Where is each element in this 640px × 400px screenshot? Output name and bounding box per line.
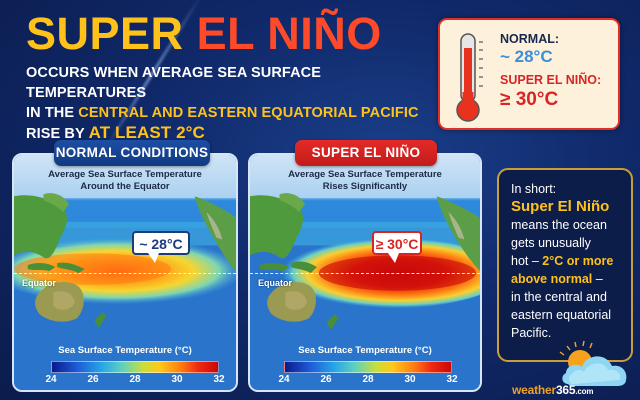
super-el-nino-map-panel: Average Sea Surface Temperature Rises Si…: [248, 153, 482, 392]
subtitle-line-1: OCCURS WHEN AVERAGE SEA SURFACE TEMPERAT…: [26, 65, 322, 101]
equator-label: Equator: [22, 278, 57, 288]
color-scale-bar: [51, 361, 219, 373]
sun-cloud-icon: [559, 340, 627, 386]
temperature-legend-box: NORMAL: ~ 28°C SUPER EL NIÑO: ≥ 30°C: [438, 18, 620, 130]
thermometer-icon: [456, 33, 483, 122]
title-super: SUPER: [26, 8, 184, 59]
weather365-logo-text: weather365.com: [512, 383, 594, 397]
color-scale-title: Sea Surface Temperature (°C): [58, 345, 192, 356]
pacific-sst-map-super-el-nino: [250, 155, 480, 390]
equator-line: [14, 273, 236, 274]
color-scale-ticks: 24 26 28 30 32: [45, 374, 225, 385]
normal-conditions-map-panel: Average Sea Surface Temperature Around t…: [12, 153, 238, 392]
map-caption: Average Sea Surface Temperature Rises Si…: [288, 169, 442, 192]
subtitle-line-2: IN THE CENTRAL AND EASTERN EQUATORIAL PA…: [26, 105, 419, 121]
normal-conditions-tab: NORMAL CONDITIONS: [54, 140, 210, 166]
info-term: Super El Niño: [511, 198, 610, 215]
summary-info-box: In short: Super El Niño means the ocean …: [497, 168, 633, 362]
color-scale-ticks: 24 26 28 30 32: [278, 374, 458, 385]
super-el-nino-label: SUPER EL NIÑO:: [500, 73, 602, 87]
normal-label: NORMAL:: [500, 32, 560, 46]
temperature-callout: ~ 28°C: [132, 231, 190, 263]
map-caption: Average Sea Surface Temperature Around t…: [48, 169, 202, 192]
page-title: SUPER EL NIÑO: [26, 8, 382, 60]
page-subtitle: OCCURS WHEN AVERAGE SEA SURFACE TEMPERAT…: [26, 63, 426, 144]
title-el-nino: EL NIÑO: [196, 8, 382, 59]
info-intro: In short:: [511, 182, 557, 196]
subtitle-threshold-highlight: AT LEAST 2°C: [88, 123, 205, 142]
subtitle-line-3: RISE BY AT LEAST 2°C: [26, 123, 205, 142]
pacific-sst-map-normal: [14, 155, 236, 390]
equator-label: Equator: [258, 278, 293, 288]
equator-line: [250, 273, 480, 274]
normal-value: ~ 28°C: [500, 47, 553, 66]
subtitle-region-highlight: CENTRAL AND EASTERN EQUATORIAL PACIFIC: [78, 105, 419, 121]
temperature-callout: ≥ 30°C: [372, 231, 422, 263]
super-el-nino-tab: SUPER EL NIÑO: [295, 140, 437, 166]
color-scale-title: Sea Surface Temperature (°C): [298, 345, 432, 356]
super-el-nino-value: ≥ 30°C: [500, 89, 559, 110]
color-scale-bar: [284, 361, 452, 373]
legend-text: NORMAL: ~ 28°C SUPER EL NIÑO: ≥ 30°C: [500, 32, 601, 111]
